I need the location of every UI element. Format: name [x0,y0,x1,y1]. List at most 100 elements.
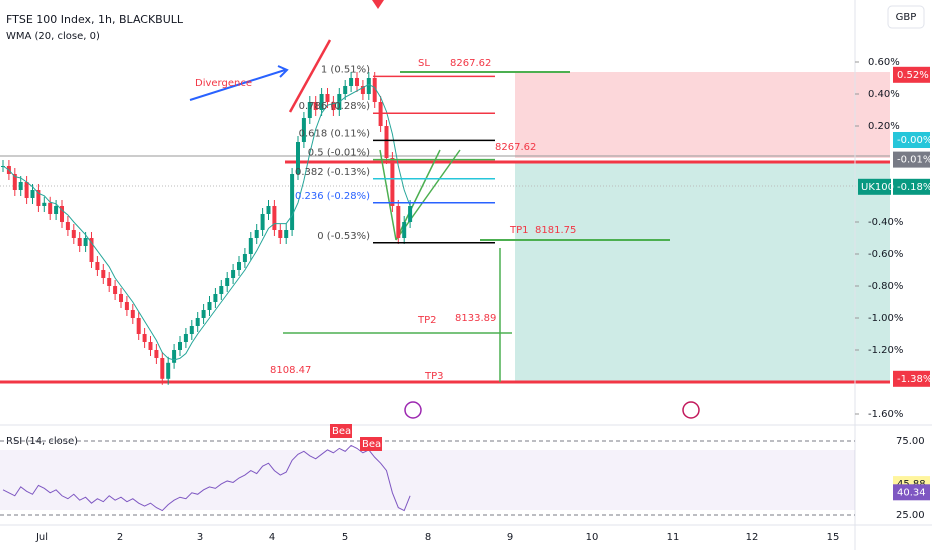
price-badge-label: 0.52% [897,70,929,81]
candle [77,238,82,246]
candle [12,174,17,190]
fib-label: 0.236 (-0.28%) [295,191,370,202]
candle [89,238,94,262]
divergence-line [288,39,332,113]
candle [366,78,371,94]
candle [360,86,365,94]
price-badge-label: -0.01% [897,155,932,166]
tp1-price: 8181.75 [535,225,576,236]
candle [296,142,300,174]
candle [160,358,165,379]
price-tick-label: -1.00% [868,313,903,324]
symbol-label: UK100 [861,182,894,193]
candle [24,182,29,198]
fib-label: 0.5 (-0.01%) [308,148,370,159]
candle [307,102,312,118]
time-tick-label: 8 [425,532,431,543]
candle [390,158,395,206]
candle [325,94,330,102]
candle [231,270,236,278]
price-tick-label: 0.60% [868,57,900,68]
candle [319,94,324,110]
candle [284,230,289,238]
divergence-label: Divergence [195,78,252,89]
candle [290,174,295,230]
sl-price: 8267.62 [450,58,491,69]
time-tick-label: 11 [667,532,680,543]
price-badge-label: -1.38% [897,374,932,385]
candle [142,334,147,342]
price-badge [893,66,930,83]
candle [130,310,135,318]
candle [71,230,76,238]
candle [213,294,218,302]
price-tick-label: -0.60% [868,249,903,260]
bear-badge [360,437,382,451]
rsi-badge-label: 40.34 [897,487,926,498]
candle [48,202,53,214]
candle [178,342,182,350]
rsi-band [0,450,855,510]
marker [372,0,384,9]
candle [36,190,41,206]
bear-label: Bear [362,439,386,450]
tp2-price: 8133.89 [455,313,496,324]
candle [172,350,177,363]
candle [136,318,141,334]
target-zone [515,163,890,381]
price-badge [893,178,930,195]
candle [408,206,413,222]
entry-price: 8267.62 [495,142,536,153]
symbol-badge [858,178,891,195]
price-tick-label: -0.40% [868,217,903,228]
time-tick-label: 10 [586,532,599,543]
candle [355,78,359,86]
stop-zone [515,72,890,158]
candle [107,278,112,286]
currency[interactable]: GBP [896,12,917,23]
candle [124,302,129,310]
tp2-label: TP2 [417,315,437,326]
fib-label: 1 (0.51%) [321,64,370,75]
candle [219,286,224,294]
price-badge-label: -0.18% [897,182,932,193]
candle [301,118,306,142]
time-tick-label: 5 [342,532,348,543]
time-tick-label: 12 [746,532,759,543]
candle [266,206,271,214]
candle [384,126,389,158]
candle [18,182,23,190]
bear-label: Bear [332,426,356,437]
candle [148,342,153,350]
candle [248,238,253,254]
candle [378,102,383,126]
time-tick-label: 15 [827,532,840,543]
candle [349,78,354,86]
candle [42,202,47,206]
candle [65,222,70,230]
candle [101,270,106,278]
time-tick-label: 3 [197,532,203,543]
candle [343,86,348,94]
time-tick-label: 4 [269,532,275,543]
chart-title: FTSE 100 Index, 1h, BLACKBULL [6,13,184,26]
rsi-tick-label: 25.00 [896,510,925,521]
candle [195,318,200,326]
indicator-label: WMA (20, close, 0) [6,31,100,42]
candle [237,262,241,270]
candle [272,206,277,230]
candle [183,334,188,342]
price-badge-label: -0.00% [897,135,932,146]
sl-label: SL [418,58,430,69]
candle [154,350,159,358]
event-icon [404,401,422,419]
price-badge [893,132,930,148]
candle [54,206,59,214]
tp3-price: 8108.47 [270,365,311,376]
currency-button[interactable] [887,5,925,29]
tp1-label: TP1 [509,225,529,236]
candle [331,102,336,110]
candle [189,326,194,334]
candle [83,238,88,246]
